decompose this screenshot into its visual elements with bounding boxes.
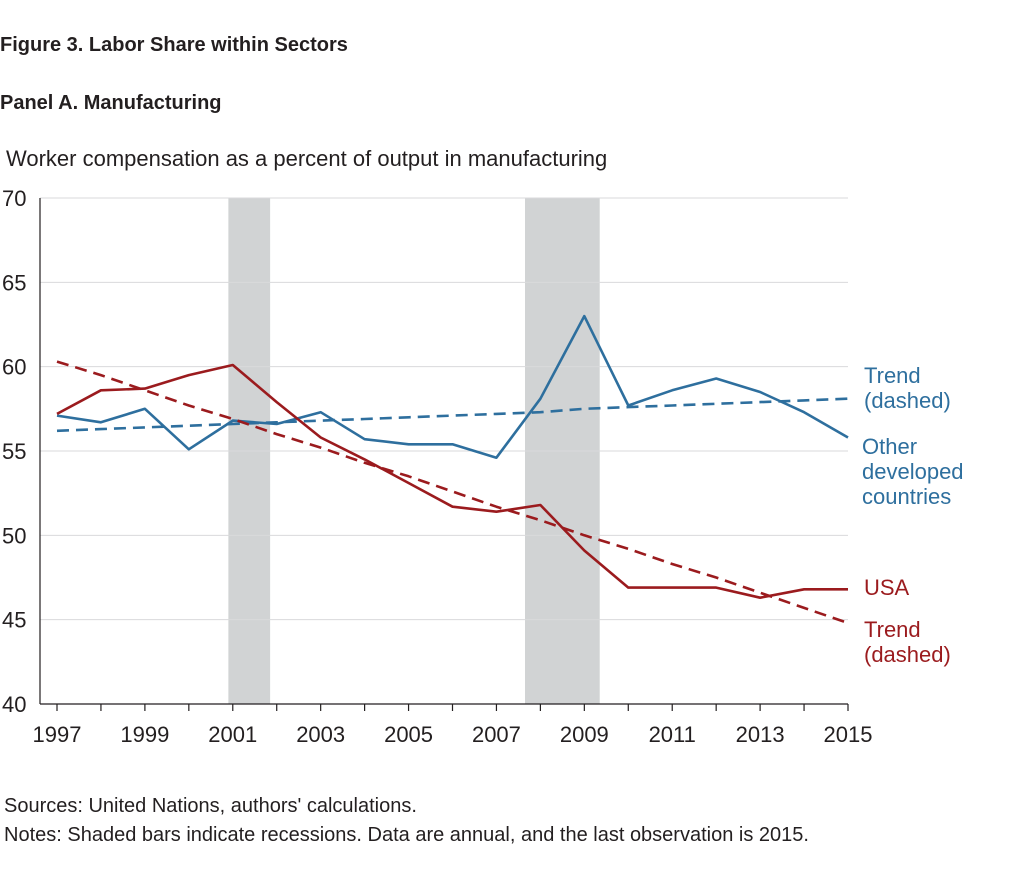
- y-tick-label-70: 70: [2, 186, 26, 211]
- x-tick-label-2015: 2015: [824, 722, 873, 747]
- series-line-1: [56, 363, 848, 600]
- x-tick-label-2007: 2007: [472, 722, 521, 747]
- series-line-3: [56, 360, 849, 625]
- x-tick-label-2011: 2011: [649, 722, 696, 747]
- x-tick-label-2013: 2013: [736, 722, 785, 747]
- x-tick-label-2009: 2009: [560, 722, 609, 747]
- y-tick-label-50: 50: [2, 523, 26, 548]
- x-tick-label-2001: 2001: [208, 722, 257, 747]
- chart-title: Worker compensation as a percent of outp…: [6, 146, 608, 171]
- series-label-blue-trend: Trend (dashed): [864, 363, 951, 413]
- figure-title: Figure 3. Labor Share within Sectors: [0, 34, 348, 56]
- sources-note: Sources: United Nations, authors' calcul…: [4, 795, 417, 817]
- series-label-blue-series: Other developed countries: [862, 434, 964, 509]
- x-tick-label-2003: 2003: [296, 722, 345, 747]
- series-labels: Trend (dashed) Other developed countries USA T…: [862, 363, 964, 667]
- y-tick-label-60: 60: [2, 355, 26, 380]
- x-tick-label-1999: 1999: [120, 722, 169, 747]
- x-tick-label-2005: 2005: [384, 722, 433, 747]
- y-tick-label-45: 45: [2, 608, 26, 633]
- x-tick-label-1997: 1997: [33, 722, 82, 747]
- notes-text: Notes: Shaded bars indicate recessions. …: [4, 824, 809, 846]
- y-tick-label-55: 55: [2, 439, 26, 464]
- gridlines: [40, 197, 848, 621]
- panel-title: Panel A. Manufacturing: [0, 92, 222, 114]
- series-line-2: [56, 397, 849, 433]
- y-tick-label-65: 65: [2, 270, 26, 295]
- series-lines: [56, 314, 849, 625]
- y-tick-label-40: 40: [2, 692, 26, 717]
- series-label-red-trend: Trend (dashed): [864, 617, 951, 667]
- series-label-red-series: USA: [864, 575, 910, 600]
- series-line-0: [56, 314, 849, 460]
- axes: 40 45 50 55 60 65 70 1997 1999 2001 2003 2005 2007 20…: [2, 186, 872, 747]
